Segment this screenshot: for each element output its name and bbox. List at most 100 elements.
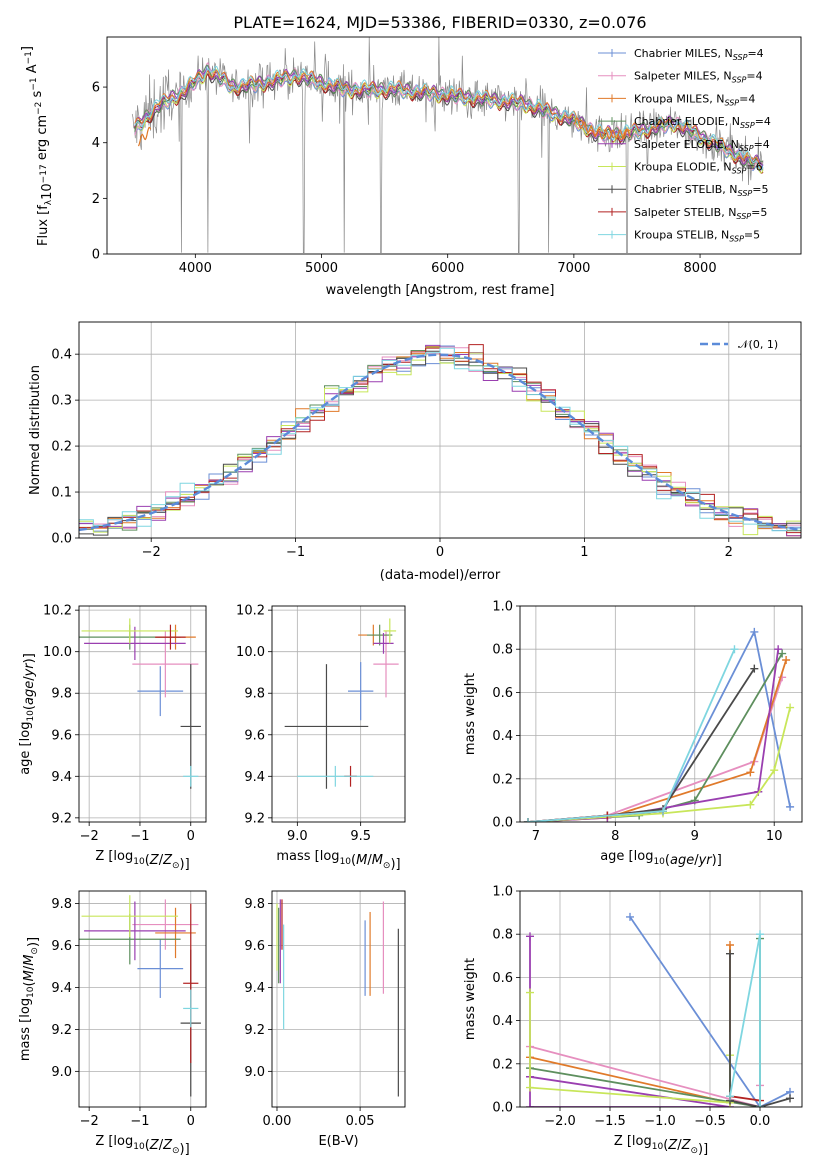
y-tick-label: 9.6 xyxy=(244,728,265,743)
errorbar-salpeter_miles xyxy=(373,630,399,698)
label-part: age xyxy=(22,681,37,705)
label-part: ( xyxy=(145,853,150,868)
y-tick-label: 1.0 xyxy=(492,885,513,900)
label-part: ( xyxy=(663,1138,668,1153)
x-axis-label: wavelength [Angstrom, rest frame] xyxy=(326,283,555,298)
x-tick-label: 8000 xyxy=(684,261,717,276)
errorbar-salpeter_elodie xyxy=(84,901,186,961)
y-axis-label: Normed distribution xyxy=(28,365,43,495)
label-part: yr xyxy=(698,853,714,868)
panel-spectrum: 4000 5000 6000 7000 8000 0 2 4 6 Chabrier MILES, … xyxy=(20,36,802,298)
axes: −2.0 −1.5 −1.0 −0.5 0.0 0.0 0.2 0.4 0.6 0.8 1.0 xyxy=(492,885,803,1129)
legend-text: =4 xyxy=(747,47,763,60)
model-spectrum-salpeter_stelib xyxy=(134,72,764,174)
y-tick-label: 0.3 xyxy=(51,394,72,409)
weight-marker xyxy=(526,1083,534,1092)
panel-mass_vs_ebv: 0.00 0.05 9.0 9.2 9.4 9.6 9.8 E(B-V) xyxy=(244,890,406,1149)
label-part: ⊙ xyxy=(383,861,391,871)
x-axis-label: Z [log10(Z/Z⊙)] xyxy=(614,1134,708,1157)
legend-subscript: SSP xyxy=(733,53,748,62)
weight-line-salpeter_stelib xyxy=(729,1095,761,1102)
y-tick-label: 4 xyxy=(92,136,100,151)
y-tick-label: 9.4 xyxy=(51,770,72,785)
histogram-legend: 𝒩(0, 1) xyxy=(700,338,778,351)
y-tick-label: 9.2 xyxy=(51,811,72,826)
model-spectrum-kroupa_stelib xyxy=(134,65,764,171)
x-tick-label: 0.05 xyxy=(346,1114,375,1129)
y-tick-label: 9.4 xyxy=(244,770,265,785)
y-tick-label: 0.4 xyxy=(492,1014,513,1029)
errorbar-salpeter_miles xyxy=(132,899,199,950)
weight-marker xyxy=(786,1094,794,1103)
x-tick-label: 9 xyxy=(691,829,699,844)
y-tick-label: 0.0 xyxy=(51,532,72,547)
y-axis-label: mass weight xyxy=(463,673,478,755)
legend-subscript: SSP xyxy=(740,121,755,130)
label-part: Z [log xyxy=(95,1134,133,1149)
x-tick-label: −2 xyxy=(80,829,99,844)
x-tick-label: −0.5 xyxy=(694,1114,726,1129)
label-part: ] xyxy=(20,46,35,51)
y-tick-label: 9.4 xyxy=(244,981,265,996)
label-part: / xyxy=(159,1138,164,1153)
axes-frame xyxy=(271,890,406,1108)
label-part: ( xyxy=(145,1138,150,1153)
legend-subscript: SSP xyxy=(736,212,751,221)
axes: 4000 5000 6000 7000 8000 0 2 4 6 xyxy=(92,36,802,276)
label-part: / xyxy=(367,853,372,868)
y-tick-label: 0.0 xyxy=(492,816,513,831)
legend-label: Salpeter ELODIE, NSSP=4 xyxy=(634,138,770,153)
x-tick-label: 0 xyxy=(436,545,444,560)
axes: 0.00 0.05 9.0 9.2 9.4 9.6 9.8 xyxy=(244,890,406,1129)
errorbar-chabrier_miles xyxy=(348,662,374,721)
weight-line-chabrier_stelib xyxy=(729,953,791,1107)
legend-text: =5 xyxy=(752,183,768,196)
label-part: ( xyxy=(22,705,37,710)
label-part: M xyxy=(22,955,37,966)
label-part: )] xyxy=(712,853,722,868)
y-tick-label: 9.8 xyxy=(51,687,72,702)
label-part: 10 xyxy=(652,1142,664,1152)
label-part: E(B-V) xyxy=(318,1134,358,1149)
axes-frame xyxy=(78,605,207,823)
label-part: Z xyxy=(162,1138,173,1153)
label-part: λ xyxy=(44,199,54,205)
errorbar-chabrier_stelib xyxy=(284,664,369,789)
model-highlight-segment xyxy=(573,117,632,140)
panel-age_vs_Z: −2 −1 09.29.49.69.810.010.2Z [log10(Z/Z⊙)]… xyxy=(18,604,207,872)
x-tick-label: −2 xyxy=(142,545,161,560)
plot-area xyxy=(79,344,801,537)
plot-area xyxy=(284,618,399,789)
label-part: 10 xyxy=(653,857,665,867)
weight-marker xyxy=(756,930,764,939)
grid xyxy=(520,605,802,823)
label-part: age [log xyxy=(18,722,33,775)
weight-marker xyxy=(526,932,534,941)
y-tick-label: 9.8 xyxy=(244,897,265,912)
label-part: )] xyxy=(26,937,41,947)
errorbar-kroupa_elodie xyxy=(81,895,179,938)
y-tick-label: 2 xyxy=(92,192,100,207)
label-part: age [log xyxy=(600,849,653,864)
y-tick-label: 9.2 xyxy=(244,811,265,826)
legend-text: =5 xyxy=(744,229,760,242)
x-tick-label: 5000 xyxy=(305,261,338,276)
panel-mass_vs_Z: −2 −1 09.09.29.49.69.8Z [log10(Z/Z⊙)]mass … xyxy=(18,890,207,1157)
weight-marker xyxy=(526,988,534,997)
weight-marker xyxy=(523,818,532,822)
x-tick-label: 0.00 xyxy=(263,1114,292,1129)
errorbar-chabrier_miles xyxy=(137,939,184,998)
x-tick-label: 7000 xyxy=(557,261,590,276)
label-part: mass [log xyxy=(18,998,33,1061)
label-part: Z xyxy=(667,1138,678,1153)
x-tick-label: −2.0 xyxy=(544,1114,576,1129)
weight-marker xyxy=(726,1092,734,1101)
weight-marker xyxy=(746,768,755,777)
model-highlight-segment xyxy=(137,126,152,147)
legend-label: Kroupa MILES, NSSP=4 xyxy=(634,92,755,107)
x-tick-label: 10 xyxy=(766,829,783,844)
